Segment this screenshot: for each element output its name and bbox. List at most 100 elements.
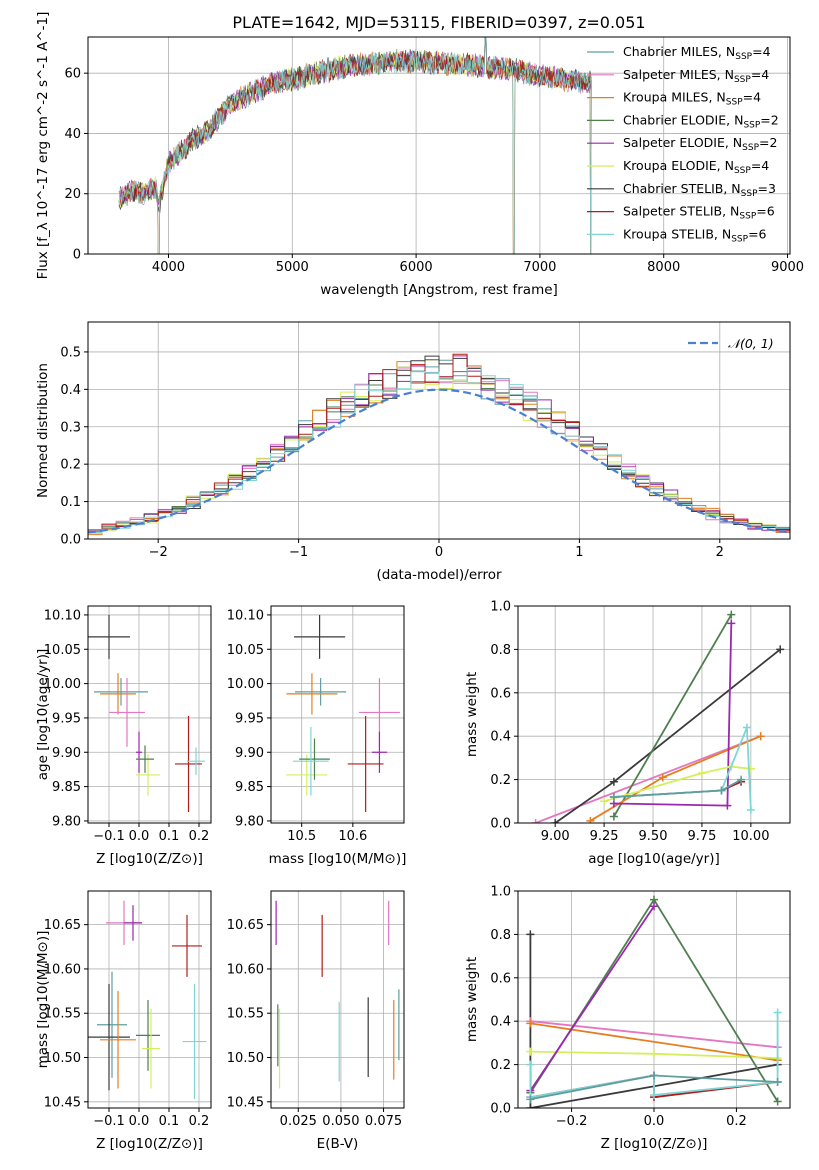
- axes-frame: −2 −1 0 1 2 0.0 0.1 0.2 0.3 0.4 0.5 (data-model)/er…: [35, 321, 791, 583]
- y-tick-label: 0.1: [60, 495, 81, 510]
- errorbar-kroupa-miles: [100, 673, 136, 715]
- x-tick-label: 0.1: [159, 1114, 180, 1129]
- y-tick-label: 0.2: [60, 458, 81, 473]
- plot-area: [118, 37, 592, 254]
- x-tick-label: 9.00: [541, 829, 570, 844]
- y-tick-label: 10.05: [44, 643, 81, 658]
- weight-marker: [526, 1104, 535, 1108]
- weight-marker: [737, 775, 746, 784]
- weight-marker: [773, 1008, 782, 1017]
- x-tick-label: 5000: [276, 260, 309, 275]
- y-axis-label: mass weight: [464, 672, 480, 757]
- weight-marker: [756, 732, 765, 741]
- weight-marker: [551, 819, 560, 823]
- y-tick-label: 10.10: [44, 608, 81, 623]
- mass-vs-metallicity-panel: −0.1 0.0 0.1 0.2 10.45 10.50 10.55 10.60 10.65 Z …: [35, 890, 212, 1152]
- errorbar-chabrier-elodie: [299, 738, 330, 780]
- axes-border: [517, 605, 791, 824]
- y-tick-label: 0.0: [490, 1102, 511, 1117]
- y-tick-label: 0.0: [60, 533, 81, 548]
- legend-label: Salpeter STELIB, NSSP=6: [623, 204, 775, 222]
- weight-line: [529, 905, 655, 1092]
- x-axis-label: Z [log10(Z/Z⊙)]: [96, 1136, 203, 1152]
- y-tick-label: 9.85: [52, 780, 81, 795]
- errorbar-chabrier-miles: [94, 678, 148, 706]
- y-tick-label: 0.8: [490, 643, 511, 658]
- legend-label: 𝒩(0, 1): [728, 336, 774, 351]
- x-axis-label: wavelength [Angstrom, rest frame]: [320, 282, 558, 298]
- weight-marker: [723, 801, 732, 810]
- y-tick-label: 0.4: [490, 1015, 511, 1030]
- y-tick-label: 0: [73, 248, 81, 263]
- figure-title: PLATE=1642, MJD=53115, FIBERID=0397, z=0…: [232, 13, 645, 32]
- x-tick-label: 1: [575, 545, 583, 560]
- y-tick-label: 10.50: [227, 1051, 264, 1066]
- errorbar-salpeter-stelib: [172, 914, 202, 977]
- weight-line-chabrier-elodie: [609, 610, 736, 821]
- y-tick-label: 0.8: [490, 928, 511, 943]
- x-tick-label: 10.6: [338, 829, 367, 844]
- legend-label: Chabrier MILES, NSSP=4: [623, 44, 771, 62]
- x-tick-label: 10.00: [732, 829, 769, 844]
- x-tick-label: 0.1: [159, 829, 180, 844]
- plot-area: [531, 610, 785, 823]
- y-tick-label: 0.6: [490, 686, 511, 701]
- y-tick-label: 0.4: [60, 383, 81, 398]
- y-axis-label: mass weight: [464, 957, 480, 1042]
- errorbar-chabrier-elodie: [136, 999, 160, 1071]
- x-tick-label: 0.0: [129, 1114, 150, 1129]
- axes-frame: 4000 5000 6000 7000 8000 9000 0 20 40 60 wavelengt…: [35, 12, 804, 298]
- legend-label: Salpeter ELODIE, NSSP=2: [623, 135, 777, 153]
- x-tick-label: 2: [716, 545, 724, 560]
- weight-vs-age-panel: 9.00 9.25 9.50 9.75 10.00 0.0 0.2 0.4 0.6 0.8 1.0 a…: [464, 600, 791, 867]
- weight-line-salpeter-elodie: [526, 902, 658, 1095]
- weight-marker: [650, 1049, 658, 1058]
- y-tick-label: 9.80: [52, 814, 81, 829]
- errorbar-chabrier-elodie: [136, 745, 154, 773]
- weight-marker: [727, 610, 736, 619]
- x-tick-label: −0.1: [93, 1114, 125, 1129]
- axes-frame: −0.1 0.0 0.1 0.2 10.45 10.50 10.55 10.60 10.65 Z …: [35, 890, 212, 1152]
- errorbar-chabrier-stelib: [88, 614, 130, 659]
- y-axis-label: Normed distribution: [35, 363, 51, 498]
- weight-marker: [531, 819, 540, 823]
- errorbar-kroupa-miles: [100, 991, 136, 1089]
- y-tick-label: 40: [64, 127, 81, 142]
- age-vs-metallicity-panel: −0.1 0.0 0.1 0.2 9.80 9.85 9.90 9.95 10.00 10.05 1…: [35, 605, 212, 867]
- y-tick-label: 10.10: [227, 608, 264, 623]
- x-tick-label: 0: [435, 545, 443, 560]
- y-tick-label: 60: [64, 67, 81, 82]
- x-tick-label: 0.050: [322, 1114, 359, 1129]
- weight-line-chabrier-stelib: [551, 645, 785, 823]
- x-tick-label: 4000: [152, 260, 185, 275]
- legend-label: Chabrier ELODIE, NSSP=2: [623, 112, 779, 130]
- y-tick-label: 10.55: [44, 1007, 81, 1022]
- weight-line: [613, 614, 733, 817]
- legend-label: Kroupa STELIB, NSSP=6: [623, 226, 767, 244]
- axes-border: [270, 605, 405, 824]
- y-tick-label: 0.5: [60, 345, 81, 360]
- weight-marker: [650, 902, 658, 911]
- y-tick-label: 10.60: [44, 962, 81, 977]
- weight-line: [530, 1020, 778, 1049]
- errorbar-salpeter-stelib: [175, 715, 202, 813]
- errorbar-kroupa-miles: [286, 673, 338, 715]
- y-axis-label: age [log10(age/yr)]: [35, 649, 51, 781]
- axes-border: [87, 605, 212, 824]
- errorbar-salpeter-elodie: [124, 905, 142, 941]
- gridlines: [271, 606, 404, 823]
- axes-border: [270, 890, 405, 1109]
- weight-marker: [658, 773, 667, 782]
- residuals-panel: −2 −1 0 1 2 0.0 0.1 0.2 0.3 0.4 0.5 (data-model)/er…: [35, 321, 791, 583]
- y-tick-label: 10.65: [44, 918, 81, 933]
- gridlines: [88, 606, 211, 823]
- spectrum-line-salpeter-elodie: [118, 37, 592, 205]
- x-axis-label: Z [log10(Z/Z⊙)]: [96, 851, 203, 867]
- errorbar-kroupa-stelib: [187, 747, 205, 775]
- weight-marker: [526, 1019, 535, 1028]
- y-tick-label: 9.95: [52, 711, 81, 726]
- mass-vs-extinction-panel: 0.025 0.050 0.075 10.45 10.50 10.55 10.60 10.65…: [227, 890, 405, 1152]
- axes-frame: 9.00 9.25 9.50 9.75 10.00 0.0 0.2 0.4 0.6 0.8 1.0 a…: [464, 600, 791, 867]
- y-tick-label: 10.65: [227, 918, 264, 933]
